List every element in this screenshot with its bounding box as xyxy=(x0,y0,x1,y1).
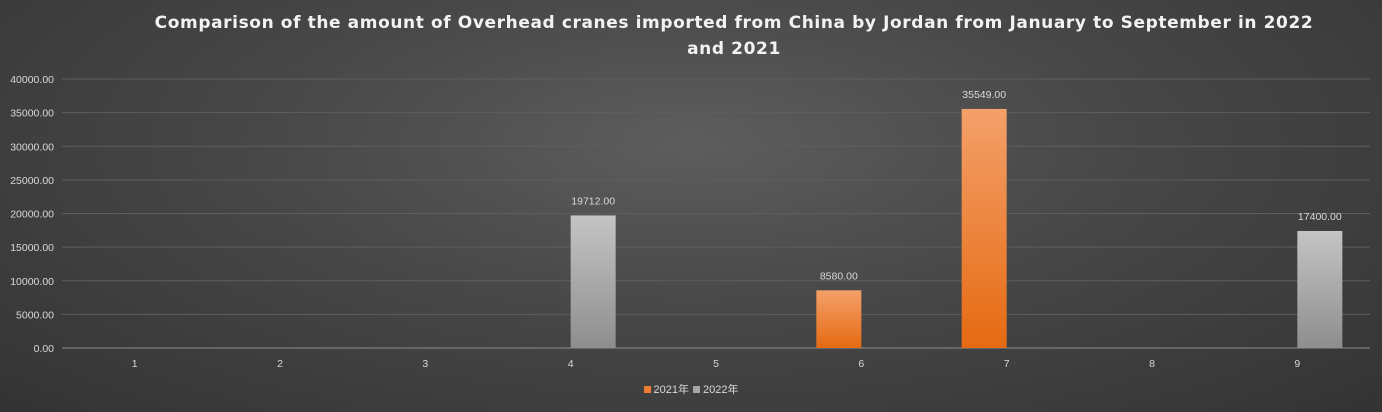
bars xyxy=(570,108,1343,348)
bar-series-2-cat-9 xyxy=(1297,230,1343,348)
data-label: 17400.00 xyxy=(1298,211,1342,223)
chart-title: Comparison of the amount of Overhead cra… xyxy=(154,13,1314,59)
y-tick-label: 25000.00 xyxy=(10,175,54,187)
y-tick-label: 15000.00 xyxy=(10,242,54,254)
y-tick-label: 20000.00 xyxy=(10,209,54,221)
legend: 2021年 2022年 xyxy=(0,383,1382,397)
gridlines xyxy=(62,78,1370,349)
bar-series-1-cat-7 xyxy=(961,108,1007,348)
x-tick-label: 5 xyxy=(713,358,719,370)
x-tick-label: 6 xyxy=(858,358,864,370)
x-tick-label: 8 xyxy=(1149,358,1155,370)
y-tick-label: 40000.00 xyxy=(10,74,54,86)
y-axis-tick-labels: 0.00 5000.00 10000.00 15000.00 20000.00 25000… xyxy=(10,74,54,355)
legend-label: 2022年 xyxy=(703,384,739,396)
y-tick-label: 10000.00 xyxy=(10,276,54,288)
x-tick-label: 7 xyxy=(1004,358,1010,370)
data-label: 35549.00 xyxy=(962,89,1006,101)
legend-label: 2021年 xyxy=(653,384,689,396)
bar-series-1-cat-6 xyxy=(816,290,862,348)
legend-swatch xyxy=(693,386,700,393)
y-tick-label: 35000.00 xyxy=(10,108,54,120)
legend-swatch xyxy=(643,386,651,393)
data-label: 8580.00 xyxy=(820,270,858,282)
x-tick-label: 9 xyxy=(1294,358,1300,370)
bar-series-2-cat-4 xyxy=(570,215,616,348)
x-axis-tick-labels: 1 2 3 4 5 6 7 8 9 xyxy=(132,358,1301,370)
x-tick-label: 4 xyxy=(568,358,574,370)
y-tick-label: 30000.00 xyxy=(10,141,54,153)
legend-item: 2021年 xyxy=(643,383,689,397)
x-tick-label: 2 xyxy=(277,358,283,370)
legend-item: 2022年 xyxy=(693,383,738,397)
x-tick-label: 1 xyxy=(132,358,138,370)
y-tick-label: 5000.00 xyxy=(16,309,54,321)
x-tick-label: 3 xyxy=(422,358,428,370)
y-tick-label: 0.00 xyxy=(34,343,55,355)
data-label: 19712.00 xyxy=(571,195,615,207)
data-labels: 19712.00 8580.00 35549.00 17400.00 xyxy=(571,89,1342,282)
